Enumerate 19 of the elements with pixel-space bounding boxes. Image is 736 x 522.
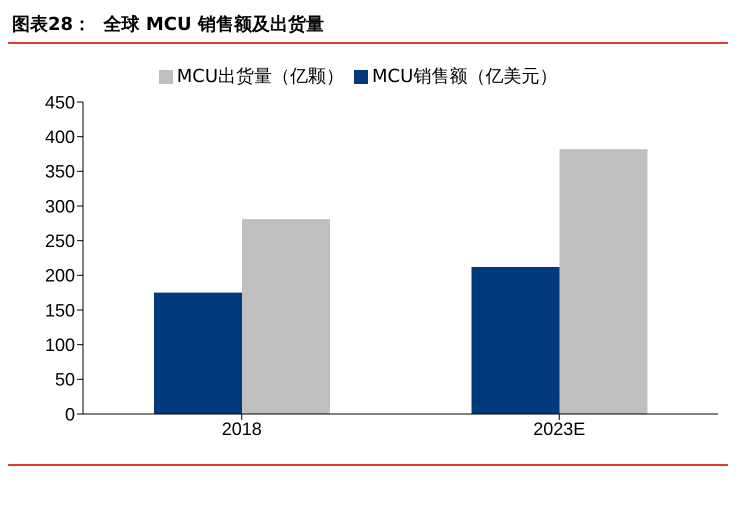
y-tick-label: 250: [44, 231, 75, 252]
bar: [154, 292, 242, 414]
x-tick-label: 2023E: [533, 418, 586, 439]
y-tick-label: 50: [54, 370, 75, 390]
y-tick-label: 200: [44, 266, 75, 286]
bar: [242, 219, 330, 414]
y-tick-label: 0: [64, 404, 75, 424]
bar: [560, 149, 648, 414]
y-tick-label: 150: [44, 300, 75, 320]
y-tick-label: 300: [44, 196, 75, 216]
legend-label: MCU销售额（亿美元）: [372, 66, 558, 87]
y-tick-label: 100: [44, 335, 75, 356]
bar: [472, 267, 560, 414]
legend-label: MCU出货量（亿颗）: [176, 66, 344, 87]
x-tick-label: 2018: [222, 418, 262, 439]
y-tick-label: 450: [44, 92, 75, 112]
y-tick-label: 400: [44, 127, 75, 148]
y-tick-label: 350: [44, 162, 75, 182]
chart-title: 图表28： 全球 MCU 销售额及出货量: [8, 8, 728, 44]
